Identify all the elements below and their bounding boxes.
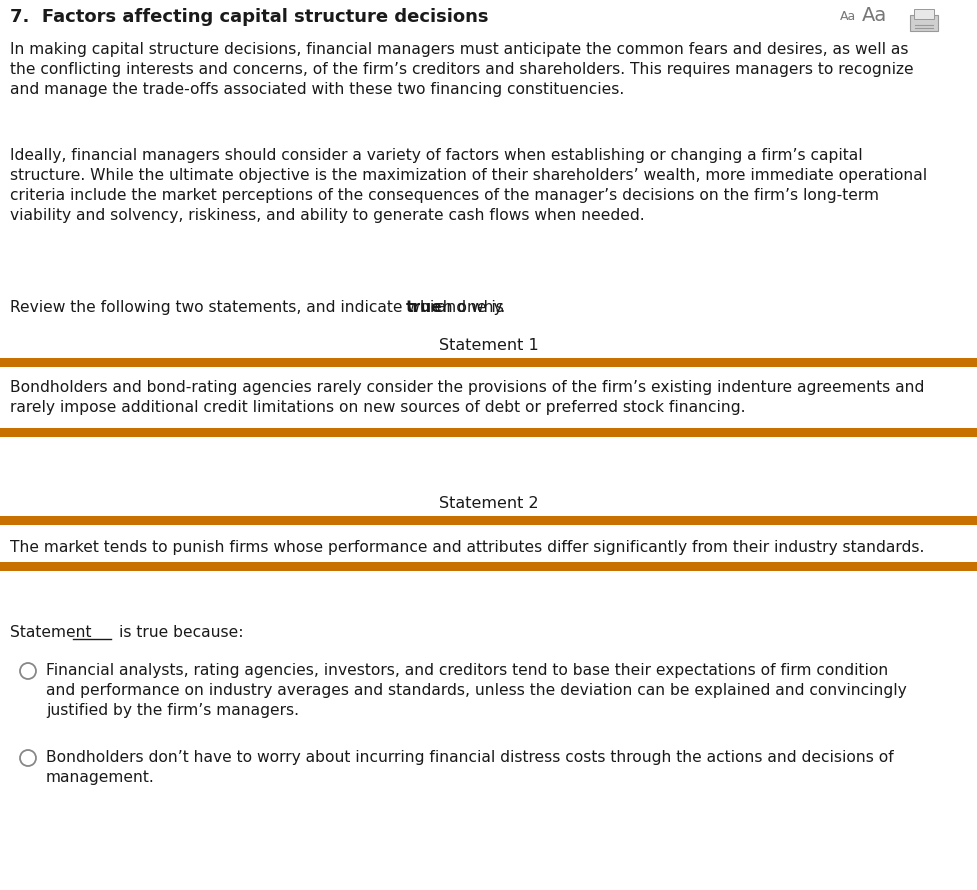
Text: and manage the trade-offs associated with these two financing constituencies.: and manage the trade-offs associated wit… (10, 82, 623, 97)
Text: is true because:: is true because: (118, 625, 242, 640)
Text: Ideally, financial managers should consider a variety of factors when establishi: Ideally, financial managers should consi… (10, 148, 862, 163)
Bar (0, 358, 977, 367)
Text: Statement 1: Statement 1 (439, 338, 538, 353)
Text: Bondholders don’t have to worry about incurring financial distress costs through: Bondholders don’t have to worry about in… (46, 750, 893, 765)
Bar (0, 562, 977, 571)
Text: rarely impose additional credit limitations on new sources of debt or preferred : rarely impose additional credit limitati… (10, 400, 744, 415)
Text: Statement 2: Statement 2 (439, 496, 538, 511)
Text: the conflicting interests and concerns, of the firm’s creditors and shareholders: the conflicting interests and concerns, … (10, 62, 913, 77)
Text: Statement: Statement (10, 625, 92, 640)
Text: true: true (405, 300, 442, 315)
Text: Aa: Aa (839, 10, 856, 23)
Text: Aa: Aa (861, 6, 886, 25)
Text: justified by the firm’s managers.: justified by the firm’s managers. (46, 703, 299, 718)
Text: viability and solvency, riskiness, and ability to generate cash flows when neede: viability and solvency, riskiness, and a… (10, 208, 644, 223)
Text: 7.  Factors affecting capital structure decisions: 7. Factors affecting capital structure d… (10, 8, 488, 26)
FancyBboxPatch shape (909, 15, 937, 31)
Text: and performance on industry averages and standards, unless the deviation can be : and performance on industry averages and… (46, 683, 906, 698)
Text: The market tends to punish firms whose performance and attributes differ signifi: The market tends to punish firms whose p… (10, 540, 923, 555)
Text: Financial analysts, rating agencies, investors, and creditors tend to base their: Financial analysts, rating agencies, inv… (46, 663, 887, 678)
Bar (0, 516, 977, 525)
Text: Review the following two statements, and indicate which one is: Review the following two statements, and… (10, 300, 508, 315)
Text: structure. While the ultimate objective is the maximization of their shareholder: structure. While the ultimate objective … (10, 168, 926, 183)
FancyBboxPatch shape (913, 9, 933, 19)
Text: In making capital structure decisions, financial managers must anticipate the co: In making capital structure decisions, f… (10, 42, 908, 57)
Bar (0, 428, 977, 437)
Text: criteria include the market perceptions of the consequences of the manager’s dec: criteria include the market perceptions … (10, 188, 878, 203)
Text: Bondholders and bond-rating agencies rarely consider the provisions of the firm’: Bondholders and bond-rating agencies rar… (10, 380, 923, 395)
Text: and why.: and why. (432, 300, 505, 315)
Text: management.: management. (46, 770, 154, 785)
